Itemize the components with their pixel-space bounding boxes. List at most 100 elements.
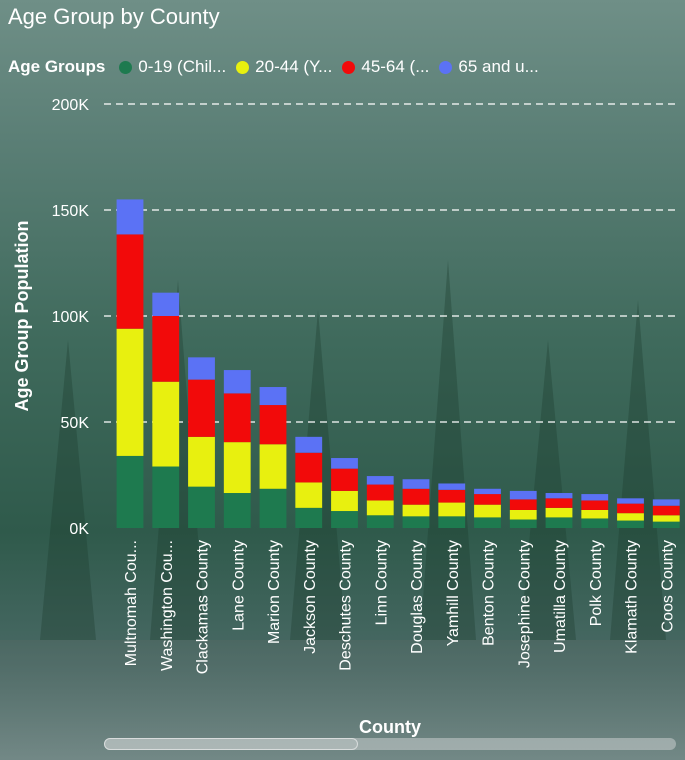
bar-marion-county-0-19-chil[interactable] [259, 488, 287, 528]
x-tick-label-josephine-county: Josephine County [516, 540, 533, 668]
legend-item-45-64[interactable]: 45-64 (... [342, 57, 429, 77]
x-axis-label: County [359, 717, 421, 737]
x-tick-label-benton-county: Benton County [481, 540, 498, 646]
stacked-bar-chart: 0K 50K 100K 150K 200K Multnomah Cou... Washin… [12, 97, 680, 737]
legend-item-65-plus[interactable]: 65 and u... [439, 57, 539, 77]
bar-klamath-county-20-44-y[interactable] [617, 513, 644, 521]
bar-yamhill-county-0-19-chil[interactable] [438, 516, 466, 528]
bar-deschutes-county-0-19-chil[interactable] [331, 511, 358, 528]
bar-polk-county-20-44-y[interactable] [581, 509, 609, 519]
legend-dot-20-44 [236, 60, 250, 74]
bar-lane-county-20-44-y[interactable] [223, 442, 251, 494]
bar-polk-county-65-and-u[interactable] [581, 494, 609, 501]
bar-benton-county-65-and-u[interactable] [474, 488, 501, 495]
bar-marion-county-65-and-u[interactable] [259, 387, 287, 406]
bar-washington-cou-65-and-u[interactable] [152, 292, 180, 316]
x-tick-label-marion-county: Marion County [266, 540, 283, 644]
y-tick-label-0k: 0K [69, 521, 89, 538]
legend-label-45-64: 45-64 (... [361, 57, 430, 76]
bar-coos-county-20-44-y[interactable] [652, 515, 680, 522]
x-tick-label-yamhill-county: Yamhill County [445, 540, 462, 646]
bar-benton-county-45-64[interactable] [474, 494, 501, 505]
bars [116, 199, 680, 528]
bar-clackamas-county-65-and-u[interactable] [188, 357, 215, 380]
bar-coos-county-45-64[interactable] [652, 505, 680, 516]
y-tick-label-200k: 200K [52, 97, 90, 114]
bar-yamhill-county-20-44-y[interactable] [438, 502, 466, 517]
bar-lane-county-0-19-chil[interactable] [223, 493, 251, 528]
bar-clackamas-county-0-19-chil[interactable] [188, 486, 215, 528]
y-axis-label: Age Group Population [12, 221, 32, 412]
bar-benton-county-20-44-y[interactable] [474, 504, 501, 518]
bar-clackamas-county-45-64[interactable] [188, 379, 215, 437]
x-tick-label-coos-county: Coos County [659, 540, 676, 633]
x-tick-label-douglas-county: Douglas County [409, 540, 426, 654]
x-tick-label-linn-county: Linn County [373, 540, 390, 625]
bar-marion-county-45-64[interactable] [259, 405, 287, 445]
bar-coos-county-0-19-chil[interactable] [652, 521, 680, 528]
bar-linn-county-45-64[interactable] [366, 484, 394, 501]
bar-deschutes-county-45-64[interactable] [331, 468, 358, 491]
bar-umatilla-county-45-64[interactable] [545, 498, 573, 508]
legend-item-0-19[interactable]: 0-19 (Chil... [119, 57, 226, 77]
legend-dot-45-64 [342, 60, 356, 74]
scrollbar-thumb[interactable] [104, 738, 358, 750]
bar-washington-cou-0-19-chil[interactable] [152, 466, 180, 528]
bar-deschutes-county-20-44-y[interactable] [331, 490, 358, 512]
bar-linn-county-65-and-u[interactable] [366, 476, 394, 485]
horizontal-scrollbar[interactable] [104, 738, 676, 750]
bar-coos-county-65-and-u[interactable] [652, 499, 680, 506]
bar-umatilla-county-65-and-u[interactable] [545, 493, 573, 499]
bar-douglas-county-0-19-chil[interactable] [402, 516, 430, 528]
bar-jackson-county-0-19-chil[interactable] [295, 507, 323, 528]
bar-marion-county-20-44-y[interactable] [259, 444, 287, 489]
bar-clackamas-county-20-44-y[interactable] [188, 436, 215, 487]
bar-linn-county-20-44-y[interactable] [366, 500, 394, 516]
legend-title: Age Groups [8, 57, 106, 76]
bar-douglas-county-20-44-y[interactable] [402, 504, 430, 517]
x-tick-label-jackson-county: Jackson County [302, 540, 319, 654]
legend-label-65-plus: 65 and u... [458, 57, 539, 76]
bar-josephine-county-20-44-y[interactable] [509, 509, 537, 520]
x-tick-label-polk-county: Polk County [588, 540, 605, 626]
bar-washington-cou-45-64[interactable] [152, 316, 180, 382]
bar-douglas-county-45-64[interactable] [402, 488, 430, 505]
bar-yamhill-county-45-64[interactable] [438, 489, 466, 503]
bar-umatilla-county-20-44-y[interactable] [545, 507, 573, 518]
bar-josephine-county-0-19-chil[interactable] [509, 519, 537, 528]
y-tick-label-50k: 50K [61, 415, 90, 432]
bar-multnomah-cou-65-and-u[interactable] [116, 199, 144, 235]
bar-jackson-county-65-and-u[interactable] [295, 436, 323, 453]
bar-lane-county-45-64[interactable] [223, 393, 251, 443]
bar-umatilla-county-0-19-chil[interactable] [545, 517, 573, 528]
x-tick-label-umatilla-county: Umatilla County [552, 540, 569, 653]
bar-douglas-county-65-and-u[interactable] [402, 479, 430, 489]
bar-yamhill-county-65-and-u[interactable] [438, 483, 466, 490]
bar-deschutes-county-65-and-u[interactable] [331, 458, 358, 469]
bar-multnomah-cou-20-44-y[interactable] [116, 328, 144, 456]
legend-label-20-44: 20-44 (Y... [255, 57, 333, 76]
legend-dot-65-plus [439, 60, 453, 74]
legend[interactable]: Age Groups 0-19 (Chil... 20-44 (Y... 45-… [8, 56, 549, 78]
bar-jackson-county-20-44-y[interactable] [295, 482, 323, 508]
y-tick-label-150k: 150K [52, 203, 90, 220]
bar-multnomah-cou-0-19-chil[interactable] [116, 455, 144, 528]
legend-item-20-44[interactable]: 20-44 (Y... [236, 57, 332, 77]
bar-josephine-county-65-and-u[interactable] [509, 490, 537, 500]
bar-jackson-county-45-64[interactable] [295, 452, 323, 483]
bar-josephine-county-45-64[interactable] [509, 499, 537, 510]
y-tick-label-100k: 100K [52, 309, 90, 326]
bar-klamath-county-0-19-chil[interactable] [617, 520, 644, 528]
bar-polk-county-45-64[interactable] [581, 500, 609, 510]
legend-dot-0-19 [119, 60, 133, 74]
bar-klamath-county-45-64[interactable] [617, 503, 644, 514]
bar-linn-county-0-19-chil[interactable] [366, 515, 394, 528]
bar-benton-county-0-19-chil[interactable] [474, 517, 501, 528]
x-axis-ticks: Multnomah Cou... Washington Cou... Clackam… [123, 540, 676, 674]
x-tick-label-washington-cou: Washington Cou... [159, 540, 176, 671]
bar-klamath-county-65-and-u[interactable] [617, 498, 644, 504]
bar-lane-county-65-and-u[interactable] [223, 370, 251, 394]
bar-polk-county-0-19-chil[interactable] [581, 518, 609, 528]
bar-washington-cou-20-44-y[interactable] [152, 381, 180, 467]
bar-multnomah-cou-45-64[interactable] [116, 234, 144, 329]
